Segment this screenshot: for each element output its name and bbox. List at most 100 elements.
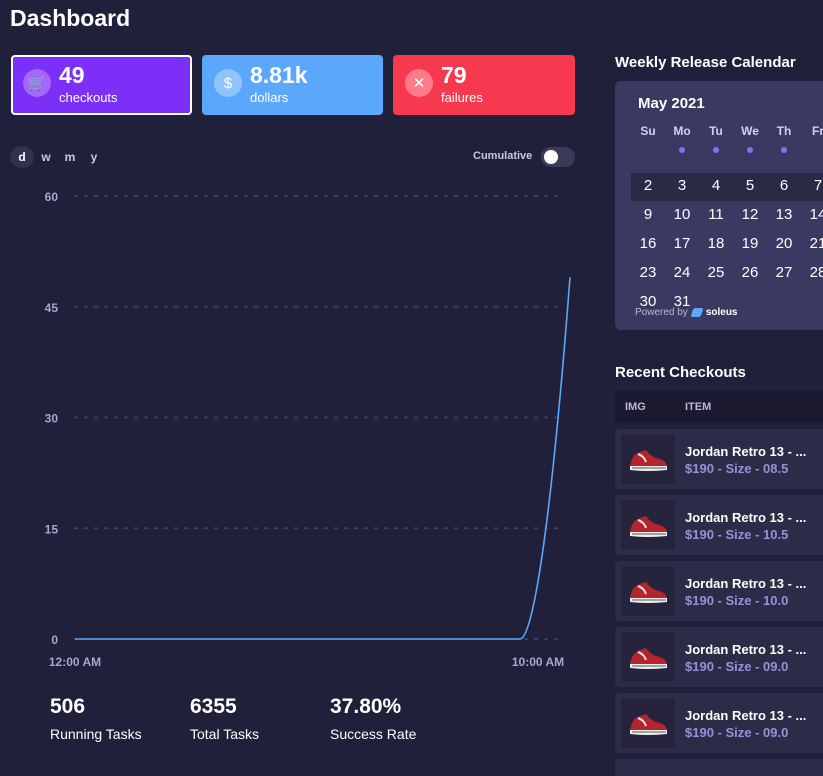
dollar-icon: $ [214, 69, 242, 97]
calendar-day[interactable]: 31 [673, 293, 691, 310]
y-tick-label: 45 [45, 301, 59, 315]
checkouts-value: 49 [59, 62, 85, 88]
period-tabs: d w m y [10, 146, 106, 168]
calendar-day[interactable]: 19 [741, 235, 759, 252]
tab-day[interactable]: d [10, 146, 34, 168]
calendar-day[interactable]: 3 [677, 177, 687, 194]
dollars-label: dollars [250, 90, 289, 105]
calendar-title: Weekly Release Calendar [615, 54, 796, 71]
calendar-month: May 2021 [638, 95, 705, 112]
running-tasks-value: 506 [50, 695, 86, 718]
calendar-day[interactable]: 9 [643, 206, 653, 223]
calendar-day[interactable]: 23 [639, 264, 657, 281]
cumulative-toggle[interactable] [541, 147, 575, 167]
dollars-stat-card[interactable]: $ 8.81k dollars [202, 55, 383, 115]
list-item[interactable]: Jordan Retro 13 - ... $190 - Size - 08.5 [615, 429, 823, 489]
sneaker-image [621, 434, 675, 484]
item-price-size: $190 - Size - 09.0 [685, 725, 789, 740]
calendar-day[interactable]: 11 [708, 206, 724, 223]
dollars-value: 8.81k [250, 62, 308, 88]
calendar-day[interactable]: 14 [809, 206, 823, 223]
calendar-day[interactable]: 20 [775, 235, 793, 252]
sneaker-image [621, 632, 675, 682]
list-item[interactable]: Jordan Retro 13 - ... $190 - Size - 10.0 [615, 561, 823, 621]
calendar-day[interactable]: 21 [809, 235, 823, 252]
calendar-day[interactable]: 25 [707, 264, 725, 281]
close-icon: ✕ [405, 69, 433, 97]
recent-checkouts-title: Recent Checkouts [615, 364, 746, 381]
calendar-day[interactable]: 7 [813, 177, 823, 194]
calendar-day[interactable]: 4 [711, 177, 721, 194]
x-tick-label: 12:00 AM [49, 655, 101, 669]
release-calendar: May 2021 Powered by soleus Su Mo Tu We Th Fr 2… [615, 81, 823, 330]
current-week-highlight [631, 173, 823, 201]
checkouts-stat-card[interactable]: 🛒 49 checkouts [11, 55, 192, 115]
page-title: Dashboard [10, 5, 131, 31]
calendar-day[interactable]: 16 [639, 235, 657, 252]
release-dot-icon [747, 147, 753, 153]
item-price-size: $190 - Size - 08.5 [685, 461, 789, 476]
y-tick-label: 15 [45, 522, 59, 536]
col-img: IMG [625, 401, 646, 413]
powered-by: Powered by soleus [635, 307, 738, 318]
success-rate-value: 37.80% [330, 695, 402, 718]
item-price-size: $190 - Size - 10.0 [685, 593, 789, 608]
calendar-day[interactable]: 5 [745, 177, 755, 194]
failures-label: failures [441, 90, 483, 105]
calendar-day[interactable]: 26 [741, 264, 759, 281]
cart-icon: 🛒 [23, 69, 51, 97]
failures-value: 79 [441, 62, 467, 88]
list-item[interactable]: Jordan Retro 13 - ... $190 - Size - 09.0 [615, 693, 823, 753]
sneaker-image [621, 500, 675, 550]
running-tasks-label: Running Tasks [50, 726, 142, 742]
success-rate-stat: 37.80% Success Rate [330, 695, 416, 742]
cumulative-label: Cumulative [473, 150, 533, 162]
total-tasks-stat: 6355 Total Tasks [190, 695, 259, 742]
calendar-day[interactable]: 13 [775, 206, 793, 223]
weekday-label: Tu [709, 124, 723, 138]
calendar-day[interactable]: 10 [673, 206, 691, 223]
failures-stat-card[interactable]: ✕ 79 failures [393, 55, 575, 115]
list-item[interactable]: Jordan Retro 13 - ... $190 - Size - 10.5 [615, 495, 823, 555]
weekday-label: Mo [673, 124, 691, 138]
checkouts-chart: 0 15 30 45 60 12:00 AM 10:00 AM [45, 190, 571, 669]
item-name: Jordan Retro 13 - ... [685, 576, 807, 591]
item-price-size: $190 - Size - 10.5 [685, 527, 789, 542]
total-tasks-label: Total Tasks [190, 726, 259, 742]
item-name: Jordan Retro 13 - ... [685, 510, 807, 525]
soleus-brand[interactable]: soleus [690, 307, 738, 318]
release-dot-icon [713, 147, 719, 153]
powered-by-label: Powered by [635, 307, 688, 318]
weekday-label: Fr [812, 124, 823, 138]
tab-month[interactable]: m [64, 150, 76, 164]
calendar-day[interactable]: 6 [779, 177, 789, 194]
calendar-day[interactable]: 28 [809, 264, 823, 281]
calendar-day[interactable]: 2 [643, 177, 653, 194]
y-tick-label: 0 [51, 633, 58, 647]
calendar-day[interactable]: 12 [741, 206, 759, 223]
success-rate-label: Success Rate [330, 726, 417, 742]
calendar-day[interactable]: 17 [673, 235, 691, 252]
calendar-day[interactable]: 27 [775, 264, 793, 281]
total-tasks-value: 6355 [190, 695, 237, 718]
y-tick-label: 30 [45, 412, 59, 426]
calendar-day[interactable]: 18 [707, 235, 725, 252]
brand-name: soleus [705, 307, 738, 318]
sneaker-image [621, 566, 675, 616]
item-name: Jordan Retro 13 - ... [685, 444, 807, 459]
sneaker-image [621, 698, 675, 748]
recent-checkouts-header: IMG ITEM [615, 391, 823, 423]
tab-week[interactable]: w [41, 150, 51, 164]
y-tick-label: 60 [45, 190, 59, 204]
col-item: ITEM [685, 401, 712, 413]
calendar-day[interactable]: 24 [673, 264, 691, 281]
item-name: Jordan Retro 13 - ... [685, 708, 807, 723]
series-line [75, 277, 571, 640]
release-dot-icon [679, 147, 685, 153]
release-dot-icon [781, 147, 787, 153]
list-item[interactable]: Jordan Retro 13 - ... $190 - Size - 09.0 [615, 627, 823, 687]
toggle-knob [544, 150, 558, 164]
calendar-day[interactable]: 30 [639, 293, 657, 310]
tab-year[interactable]: y [90, 150, 98, 164]
running-tasks-stat: 506 Running Tasks [50, 695, 142, 742]
